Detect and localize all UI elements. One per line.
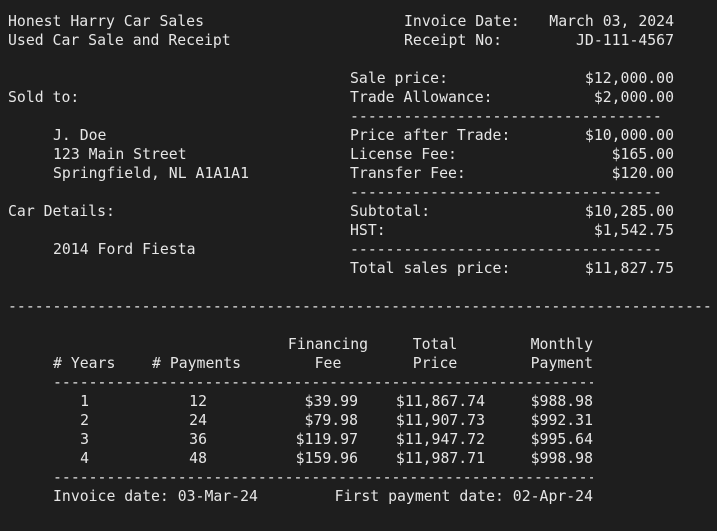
header-monthly-payment-top: Monthly: [530, 336, 593, 353]
pricing-divider: -----------------------------------: [350, 184, 662, 201]
customer-street: 123 Main Street: [53, 146, 187, 163]
car-details-label: Car Details:: [8, 203, 115, 220]
sale-price-label: Sale price:: [350, 70, 448, 87]
pricing-divider: -----------------------------------: [350, 241, 662, 258]
row-monthly-payment: $992.31: [530, 412, 593, 429]
row-payments: 24: [189, 412, 207, 429]
hst-label: HST:: [350, 222, 386, 239]
row-years: 1: [80, 393, 89, 410]
table-divider: ----------------------------------------…: [53, 469, 593, 486]
transfer-fee-label: Transfer Fee:: [350, 165, 466, 182]
invoice-date-value: March 03, 2024: [549, 13, 674, 30]
sold-to-label: Sold to:: [8, 89, 80, 106]
customer-name: J. Doe: [53, 127, 107, 144]
header-financing-fee-bottom: Fee: [314, 355, 342, 372]
row-monthly-payment: $988.98: [530, 393, 593, 410]
pricing-divider: -----------------------------------: [350, 108, 662, 125]
receipt-no-label: Receipt No:: [404, 32, 502, 49]
invoice-date-label: Invoice Date:: [404, 13, 520, 30]
trade-allowance-value: $2,000.00: [593, 89, 674, 106]
car-description: 2014 Ford Fiesta: [53, 241, 196, 258]
row-total-price: $11,907.73: [395, 412, 485, 429]
row-financing-fee: $39.99: [304, 393, 358, 410]
row-payments: 36: [189, 431, 207, 448]
row-total-price: $11,867.74: [395, 393, 485, 410]
row-financing-fee: $79.98: [304, 412, 358, 429]
row-monthly-payment: $998.98: [530, 450, 593, 467]
customer-city: Springfield, NL A1A1A1: [53, 165, 249, 182]
header-monthly-payment-bottom: Payment: [530, 355, 593, 372]
header-total-price-bottom: Price: [412, 355, 458, 372]
company-name: Honest Harry Car Sales: [8, 13, 204, 30]
header-financing-fee-top: Financing: [287, 336, 369, 353]
hst-value: $1,542.75: [593, 222, 674, 239]
row-financing-fee: $119.97: [295, 431, 358, 448]
row-payments: 48: [189, 450, 207, 467]
total-sales-price-value: $11,827.75: [584, 260, 674, 277]
total-sales-price-label: Total sales price:: [350, 260, 511, 277]
row-total-price: $11,947.72: [395, 431, 485, 448]
row-total-price: $11,987.71: [395, 450, 485, 467]
table-divider: ----------------------------------------…: [53, 374, 593, 391]
row-financing-fee: $159.96: [295, 450, 358, 467]
row-payments: 12: [189, 393, 207, 410]
row-years: 4: [80, 450, 89, 467]
subtotal-label: Subtotal:: [350, 203, 431, 220]
section-divider: ----------------------------------------…: [8, 298, 710, 315]
row-years: 3: [80, 431, 89, 448]
header-years: # Years: [53, 355, 116, 372]
header-total-price-top: Total: [412, 336, 458, 353]
price-after-trade-value: $10,000.00: [584, 127, 674, 144]
row-years: 2: [80, 412, 89, 429]
footer-first-payment-date: First payment date: 02-Apr-24: [334, 488, 593, 505]
header-payments: # Payments: [152, 355, 242, 372]
transfer-fee-value: $120.00: [611, 165, 674, 182]
license-fee-value: $165.00: [611, 146, 674, 163]
row-monthly-payment: $995.64: [530, 431, 593, 448]
footer-invoice-date: Invoice date: 03-Mar-24: [53, 488, 258, 505]
sale-price-value: $12,000.00: [584, 70, 674, 87]
receipt-no-value: JD-111-4567: [576, 32, 674, 49]
subtotal-value: $10,285.00: [584, 203, 674, 220]
license-fee-label: License Fee:: [350, 146, 457, 163]
receipt-subtitle: Used Car Sale and Receipt: [8, 32, 231, 49]
price-after-trade-label: Price after Trade:: [350, 127, 511, 144]
trade-allowance-label: Trade Allowance:: [350, 89, 493, 106]
